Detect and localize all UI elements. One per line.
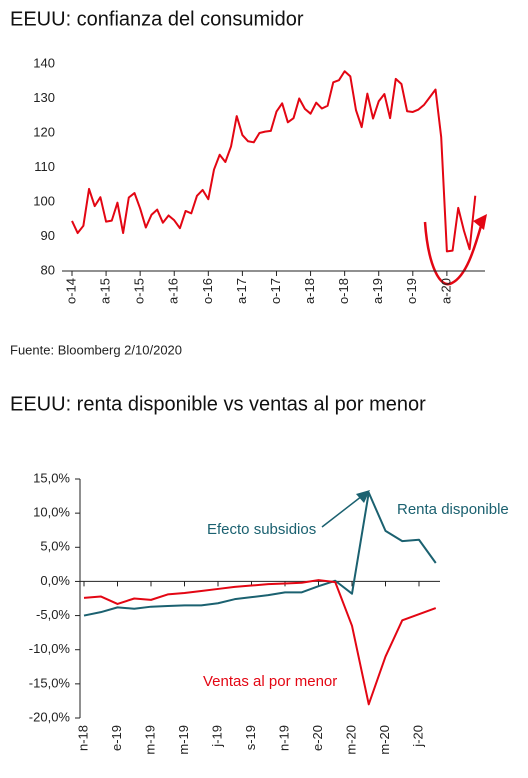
series-label: Ventas al por menor (203, 673, 337, 690)
y-tick-label: 0,0% (40, 573, 70, 588)
x-tick-label: n-19 (276, 725, 291, 751)
x-tick-label: a-17 (234, 278, 249, 304)
y-tick-label: 100 (33, 193, 55, 208)
source-note: Fuente: Bloomberg 2/10/2020 (10, 342, 182, 357)
x-tick-label: s-19 (243, 725, 258, 750)
x-tick-label: a-20 (438, 278, 453, 304)
y-tick-label: 120 (33, 124, 55, 139)
y-tick-label: -20,0% (29, 709, 71, 724)
x-tick-label: n-18 (75, 725, 90, 751)
y-tick-label: 15,0% (33, 470, 70, 485)
x-tick-label: j-19 (209, 725, 224, 748)
y-tick-label: 130 (33, 90, 55, 105)
x-tick-label: a-19 (370, 278, 385, 304)
x-tick-label: m-19 (142, 725, 157, 755)
x-tick-label: o-19 (404, 278, 419, 304)
x-tick-label: e-20 (310, 725, 325, 751)
x-tick-label: o-16 (200, 278, 215, 304)
x-tick-label: o-14 (63, 278, 78, 304)
y-tick-label: 10,0% (33, 505, 70, 520)
recovery-arrow (423, 221, 483, 286)
x-tick-label: a-15 (98, 278, 113, 304)
series-line (83, 579, 437, 706)
series-label: Renta disponible (397, 501, 509, 518)
x-tick-label: o-17 (268, 278, 283, 304)
y-tick-label: -10,0% (29, 641, 71, 656)
x-tick-label: a-18 (302, 278, 317, 304)
x-tick-label: a-16 (166, 278, 181, 304)
y-tick-label: 5,0% (40, 539, 70, 554)
y-tick-label: -5,0% (36, 607, 70, 622)
arrow-head (473, 214, 487, 230)
chart-title: EEUU: confianza del consumidor (10, 8, 304, 30)
series-line (71, 70, 477, 253)
y-tick-label: -15,0% (29, 675, 71, 690)
x-tick-label: j-20 (410, 725, 425, 748)
annotation-arrow (321, 495, 363, 528)
arrow-head (356, 490, 370, 503)
series-line (83, 491, 437, 617)
x-tick-label: o-18 (336, 278, 351, 304)
y-tick-label: 140 (33, 55, 55, 70)
x-tick-label: m-19 (176, 725, 191, 755)
chart-title: EEUU: renta disponible vs ventas al por … (10, 393, 426, 415)
x-tick-label: m-20 (343, 725, 358, 755)
x-tick-label: o-15 (132, 278, 147, 304)
y-tick-label: 110 (34, 159, 55, 174)
x-tick-label: e-19 (109, 725, 124, 751)
x-tick-label: m-20 (377, 725, 392, 755)
y-tick-label: 90 (41, 228, 55, 243)
annotation: Efecto subsidios (207, 521, 316, 538)
y-tick-label: 80 (41, 262, 55, 277)
